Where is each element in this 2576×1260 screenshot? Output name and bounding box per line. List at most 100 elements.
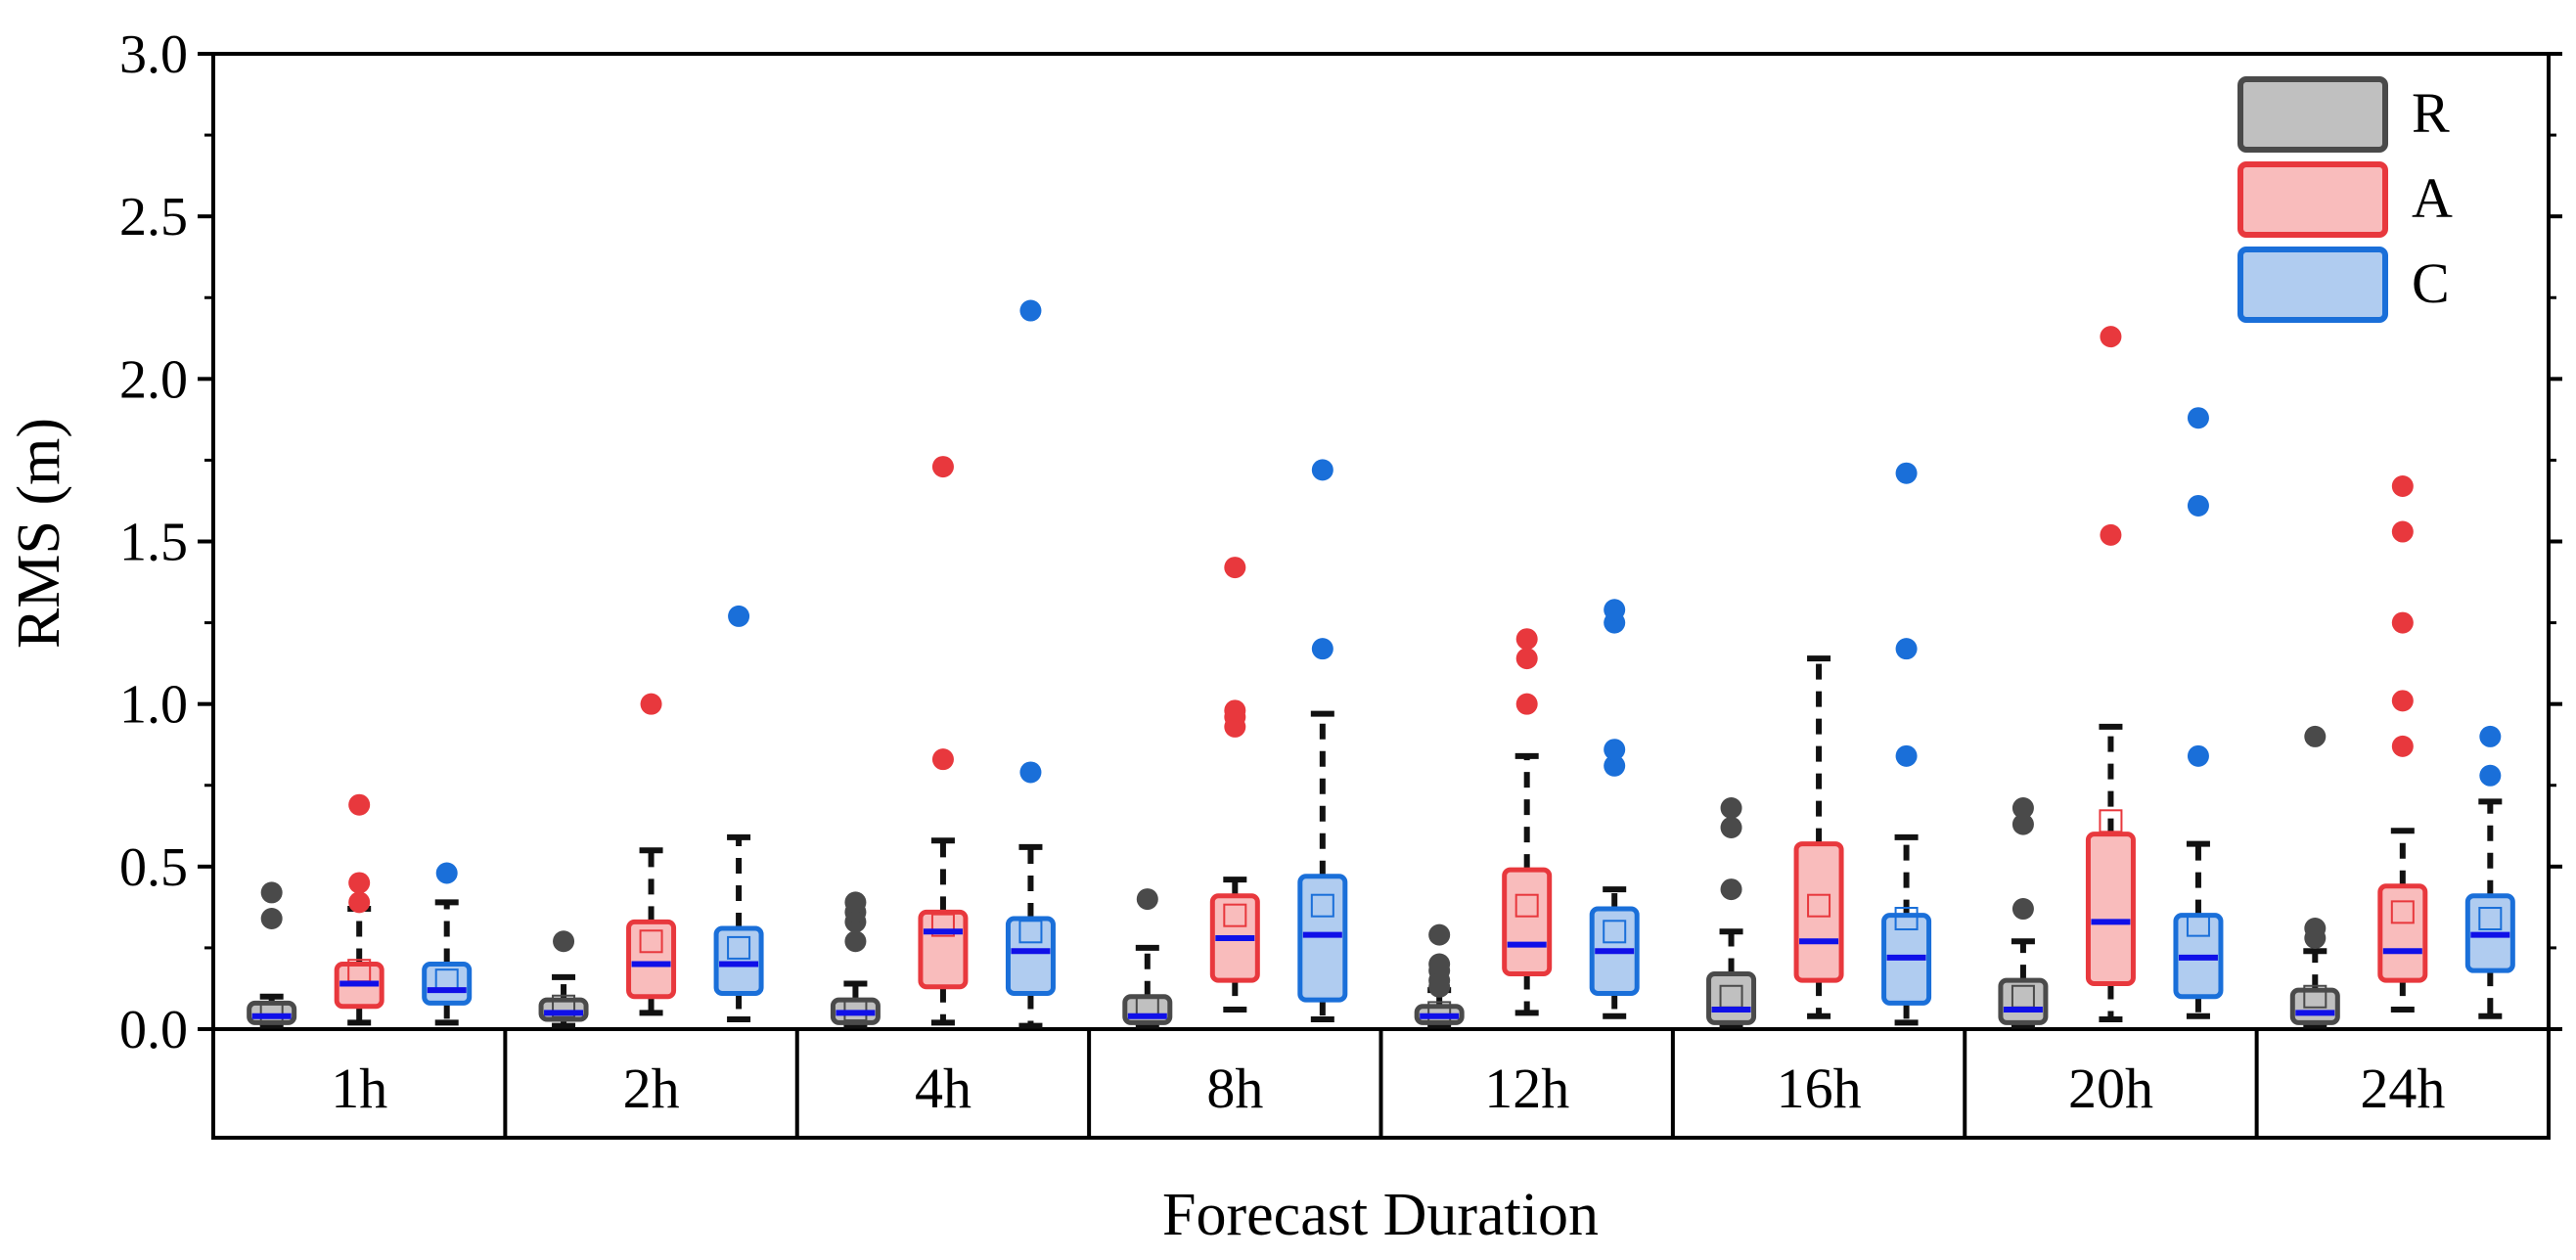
y-tick-label: 2.0 bbox=[119, 349, 188, 410]
x-category-label: 12h bbox=[1484, 1057, 1569, 1120]
outlier-point bbox=[2011, 813, 2034, 835]
legend-label-A: A bbox=[2412, 166, 2453, 230]
outlier-point bbox=[1604, 599, 1626, 621]
outlier-point bbox=[2391, 475, 2414, 498]
mean-marker bbox=[1807, 893, 1831, 918]
outlier-point bbox=[553, 930, 575, 953]
mean-marker bbox=[727, 935, 751, 960]
y-tick-label: 1.0 bbox=[119, 675, 188, 736]
outlier-point bbox=[1604, 754, 1626, 777]
outlier-point bbox=[931, 456, 954, 478]
outlier-point bbox=[1019, 761, 1042, 784]
box-A bbox=[2085, 832, 2136, 986]
x-category-label: 4h bbox=[915, 1057, 972, 1120]
outlier-point bbox=[260, 881, 283, 904]
outlier-point bbox=[2011, 898, 2034, 921]
box-R bbox=[1706, 971, 1757, 1025]
outlier-point bbox=[1224, 699, 1246, 722]
outlier-point bbox=[1428, 923, 1451, 946]
box-A bbox=[626, 919, 677, 1000]
x-category-label: 24h bbox=[2360, 1057, 2445, 1120]
outlier-point bbox=[1895, 638, 1918, 660]
outlier-point bbox=[1224, 557, 1246, 579]
outlier-point bbox=[2391, 611, 2414, 634]
outlier-point bbox=[2479, 764, 2502, 787]
mean-marker bbox=[1223, 903, 1247, 927]
outlier-point bbox=[2391, 690, 2414, 712]
outlier-point bbox=[1428, 953, 1451, 975]
outlier-point bbox=[2304, 725, 2327, 747]
mean-marker bbox=[639, 929, 663, 954]
outlier-point bbox=[2304, 917, 2327, 939]
outlier-point bbox=[640, 693, 662, 715]
x-category-label: 16h bbox=[1777, 1057, 1862, 1120]
outlier-point bbox=[1515, 693, 1538, 715]
outlier-point bbox=[348, 891, 371, 914]
outlier-point bbox=[2391, 735, 2414, 757]
outlier-point bbox=[2187, 744, 2209, 767]
box-R bbox=[247, 1000, 297, 1025]
x-category-label: 1h bbox=[331, 1057, 387, 1120]
outlier-point bbox=[1136, 888, 1158, 911]
mean-marker bbox=[2303, 984, 2327, 1009]
outlier-point bbox=[1895, 462, 1918, 484]
y-tick-label: 0.5 bbox=[119, 837, 188, 898]
mean-marker bbox=[1894, 907, 1919, 931]
outlier-point bbox=[1515, 628, 1538, 651]
outlier-point bbox=[1895, 744, 1918, 767]
box-R bbox=[2289, 987, 2340, 1025]
outlier-point bbox=[2187, 407, 2209, 429]
outlier-point bbox=[728, 605, 750, 627]
plot-area: 0.0 0.5 1.0 1.5 2.0 2.5 3.0 1h 2h 4h 8h 12h 16h 20h 24… bbox=[119, 24, 2562, 1140]
outlier-point bbox=[1515, 648, 1538, 670]
outlier-point bbox=[1311, 459, 1333, 481]
outlier-point bbox=[931, 748, 954, 771]
outlier-point bbox=[1019, 299, 1042, 322]
mean-marker bbox=[1310, 893, 1334, 918]
box-A bbox=[1502, 867, 1553, 977]
mean-marker bbox=[552, 994, 576, 1018]
legend-swatch-A bbox=[2237, 161, 2388, 238]
mean-marker bbox=[259, 1001, 284, 1025]
box-A bbox=[2377, 883, 2428, 983]
mean-marker bbox=[843, 998, 868, 1022]
outlier-point bbox=[2187, 494, 2209, 517]
mean-marker bbox=[2186, 913, 2210, 937]
x-category-label: 8h bbox=[1206, 1057, 1263, 1120]
box-A bbox=[918, 909, 969, 990]
outlier-point bbox=[1720, 816, 1742, 838]
outlier-point bbox=[2391, 520, 2414, 543]
mean-marker bbox=[2390, 900, 2415, 924]
legend-label-C: C bbox=[2412, 251, 2450, 315]
outlier-point bbox=[2100, 326, 2122, 348]
y-tick-label: 3.0 bbox=[119, 24, 188, 85]
outlier-point bbox=[844, 891, 867, 914]
outlier-point bbox=[1604, 739, 1626, 761]
outlier-point bbox=[2100, 523, 2122, 546]
legend-label-R: R bbox=[2412, 81, 2450, 145]
mean-marker bbox=[1514, 893, 1539, 918]
y-tick-label: 2.5 bbox=[119, 187, 188, 248]
outlier-point bbox=[2479, 725, 2502, 747]
mean-marker bbox=[1603, 920, 1627, 944]
mean-marker bbox=[1427, 1001, 1452, 1025]
y-tick-label: 1.5 bbox=[119, 513, 188, 573]
box-A bbox=[1793, 841, 1844, 983]
mean-marker bbox=[930, 913, 955, 937]
y-axis-title: RMS (m) bbox=[6, 418, 72, 649]
box-C bbox=[713, 925, 764, 996]
x-category-label: 2h bbox=[623, 1057, 680, 1120]
outlier-point bbox=[2011, 797, 2034, 820]
outlier-point bbox=[348, 872, 371, 894]
outlier-point bbox=[844, 930, 867, 953]
legend-swatch-R bbox=[2237, 76, 2388, 153]
mean-marker bbox=[2478, 907, 2503, 931]
outlier-point bbox=[260, 908, 283, 930]
outlier-point bbox=[348, 793, 371, 816]
mean-marker bbox=[1018, 920, 1043, 944]
outlier-point bbox=[1720, 797, 1742, 820]
mean-marker bbox=[2099, 809, 2123, 833]
box-C bbox=[1005, 916, 1056, 996]
outlier-point bbox=[1720, 878, 1742, 901]
